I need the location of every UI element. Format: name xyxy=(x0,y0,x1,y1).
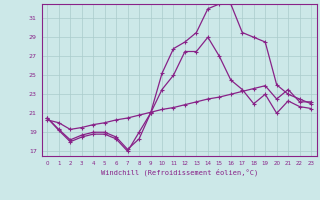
X-axis label: Windchill (Refroidissement éolien,°C): Windchill (Refroidissement éolien,°C) xyxy=(100,169,258,176)
